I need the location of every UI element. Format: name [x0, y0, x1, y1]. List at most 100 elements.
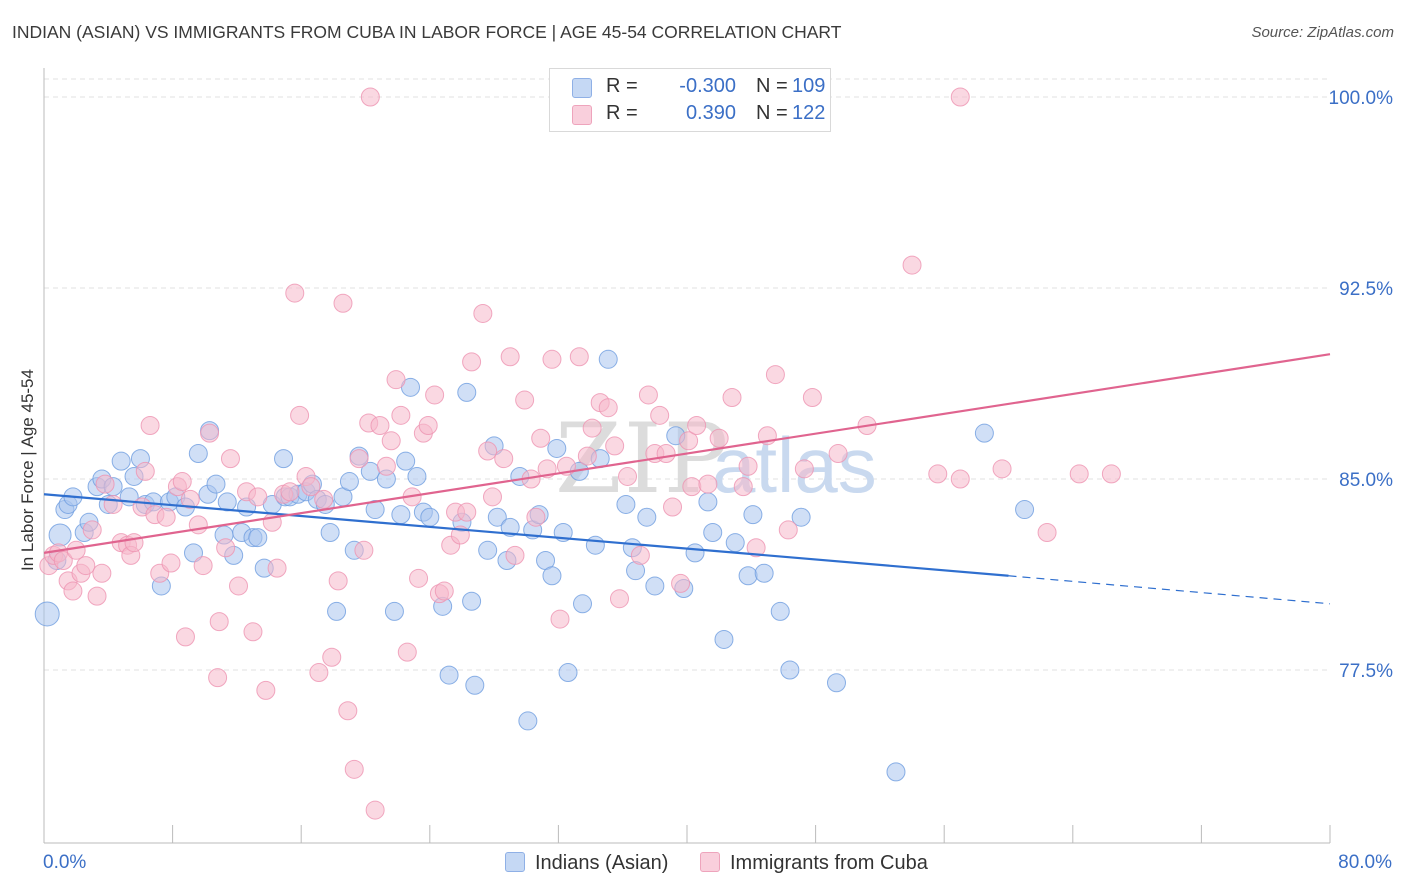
points-layer: [34, 87, 1121, 820]
cuba-point: [434, 581, 454, 601]
cuba-point: [248, 487, 268, 507]
indian-point: [1015, 500, 1035, 520]
indian-point: [703, 522, 723, 542]
cuba-point: [267, 558, 287, 578]
cuba-point: [92, 563, 112, 583]
cuba-point: [140, 416, 160, 436]
cuba-point: [1101, 464, 1121, 484]
cuba-point: [709, 428, 729, 448]
legend-swatch-blue: [505, 852, 525, 872]
cuba-point: [738, 456, 758, 476]
indian-point: [465, 675, 485, 695]
cuba-point: [208, 668, 228, 688]
cuba-point: [950, 469, 970, 489]
indian-point: [420, 507, 440, 527]
cuba-point: [542, 349, 562, 369]
indian-trend-line: [43, 493, 1009, 577]
indian-point: [407, 466, 427, 486]
r-value: -0.300: [679, 75, 736, 97]
cuba-point: [765, 365, 785, 385]
cuba-point: [505, 545, 525, 565]
indian-point: [770, 601, 790, 621]
cuba-point: [301, 477, 321, 497]
indian-point: [462, 591, 482, 611]
legend-label-indians: Indians (Asian): [535, 852, 669, 874]
cuba-point: [609, 589, 629, 609]
y-tick-label: 92.5%: [1339, 279, 1393, 300]
indian-point: [725, 533, 745, 553]
cuba-point: [950, 87, 970, 107]
cuba-point: [494, 449, 514, 469]
y-tick-label: 100.0%: [1329, 88, 1394, 109]
cuba-point: [193, 556, 213, 576]
indian-point: [645, 576, 665, 596]
cuba-point: [354, 540, 374, 560]
cuba-point: [526, 507, 546, 527]
cuba-point: [630, 545, 650, 565]
cuba-point: [66, 540, 86, 560]
indian-point: [188, 444, 208, 464]
cuba-point: [328, 571, 348, 591]
cuba-point: [550, 609, 570, 629]
indian-point: [320, 522, 340, 542]
cuba-point: [482, 487, 502, 507]
cuba-point: [229, 576, 249, 596]
cuba-point: [500, 347, 520, 367]
y-tick-label: 85.0%: [1339, 470, 1393, 491]
cuba-point: [256, 680, 276, 700]
x-axis-max-label: 80.0%: [1338, 852, 1392, 873]
cuba-point: [515, 390, 535, 410]
cuba-point: [243, 622, 263, 642]
indian-point: [439, 665, 459, 685]
indian-point: [111, 451, 131, 471]
indian-point: [585, 535, 605, 555]
legend-label-cuba: Immigrants from Cuba: [730, 852, 928, 874]
cuba-point: [722, 388, 742, 408]
indian-point: [714, 629, 734, 649]
cuba-point: [370, 416, 390, 436]
indian-point: [248, 528, 268, 548]
cuba-point: [314, 489, 334, 509]
indian-trend-extension: [1008, 575, 1331, 605]
n-value: 122: [792, 102, 826, 124]
y-axis-label: In Labor Force | Age 45-54: [18, 369, 37, 571]
cuba-point: [53, 550, 73, 570]
cuba-point: [671, 573, 691, 593]
indian-point: [685, 543, 705, 563]
indian-point: [384, 601, 404, 621]
cuba-point: [63, 581, 83, 601]
legend-item-indians: Indians (Asian): [505, 852, 668, 875]
indian-point: [542, 566, 562, 586]
cuba-point: [687, 416, 707, 436]
cuba-trend-line: [43, 353, 1331, 554]
cuba-point: [928, 464, 948, 484]
cuba-point: [188, 515, 208, 535]
cuba-point: [333, 293, 353, 313]
legend-swatch-pink: [700, 852, 720, 872]
cuba-point: [124, 533, 144, 553]
axis-layer: [43, 68, 1331, 844]
cuba-point: [309, 663, 329, 683]
legend-swatch-blue: [572, 78, 592, 98]
cuba-point: [381, 431, 401, 451]
n-value: 109: [792, 75, 826, 97]
indian-point: [886, 762, 906, 782]
cuba-point: [220, 449, 240, 469]
indian-point: [48, 523, 72, 547]
cuba-point: [531, 428, 551, 448]
trend-layer: [43, 353, 1331, 605]
cuba-point: [618, 466, 638, 486]
cuba-point: [473, 303, 493, 323]
cuba-point: [902, 255, 922, 275]
cuba-point: [200, 423, 220, 443]
n-label: N =: [756, 75, 788, 97]
y-axis-label-wrap: In Labor Force | Age 45-54: [18, 369, 38, 571]
cuba-point: [828, 444, 848, 464]
cuba-point: [175, 627, 195, 647]
indian-point: [396, 451, 416, 471]
n-label: N =: [756, 102, 788, 124]
indian-point: [573, 594, 593, 614]
legend-item-cuba: Immigrants from Cuba: [700, 852, 928, 875]
indian-point: [478, 540, 498, 560]
